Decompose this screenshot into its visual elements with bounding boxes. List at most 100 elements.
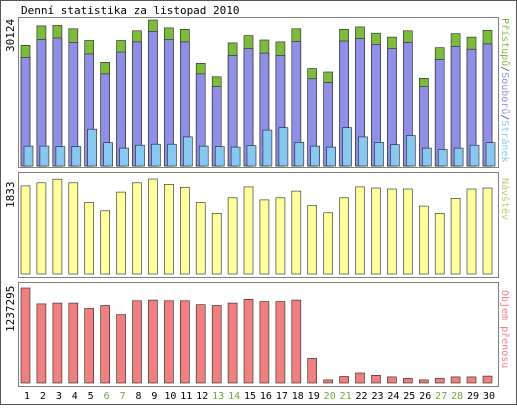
day-label: 18 — [292, 391, 304, 402]
day-label: 11 — [180, 391, 192, 402]
day-label: 24 — [387, 391, 399, 402]
volume-bar — [323, 379, 334, 384]
hits-bar-stranek — [214, 146, 225, 167]
hits-bar-stranek — [278, 127, 289, 167]
volume-bar — [84, 308, 94, 384]
visits-bar — [355, 186, 365, 275]
day-label: 6 — [104, 391, 110, 402]
volume-bar — [371, 374, 381, 384]
day-label: 14 — [228, 391, 240, 402]
hits-bar-stranek — [119, 147, 129, 167]
visits-bar — [275, 197, 286, 275]
day-label: 21 — [340, 391, 352, 402]
hits-bar-stranek — [310, 145, 321, 167]
visits-bar — [227, 197, 238, 275]
hits-bar-stranek — [374, 142, 384, 167]
visits-bar — [52, 178, 63, 275]
volume-bar — [291, 299, 302, 384]
visits-bar — [211, 213, 222, 275]
visits-bar — [434, 213, 445, 275]
volume-bar — [211, 305, 222, 384]
visits-bar — [307, 205, 318, 275]
day-labels: 1 2 3 4 5 6 7 8 9 10 11 12 13 14 15 16 17 18 19 20 21 22 23 24 2… — [24, 391, 495, 402]
day-label: 2 — [40, 391, 46, 402]
hits-bar-stranek — [55, 146, 66, 167]
day-label: 15 — [244, 391, 256, 402]
visits-bar — [402, 188, 413, 275]
hits-legend: Přístupů/Souborů/Stránek — [499, 18, 511, 163]
day-label: 22 — [355, 391, 367, 402]
hits-bar-stranek — [103, 142, 113, 167]
day-label: 23 — [371, 391, 383, 402]
day-label: 8 — [135, 391, 141, 402]
hits-bar-stranek — [342, 127, 352, 167]
day-label: 25 — [403, 391, 415, 402]
visits-bar — [371, 187, 381, 275]
hits-bar-stranek — [453, 147, 464, 167]
hits-bar-stranek — [167, 143, 177, 167]
visits-bar — [291, 190, 302, 275]
hits-bar-stranek — [151, 143, 161, 167]
visits-bar — [482, 187, 493, 275]
volume-bar — [418, 379, 429, 384]
visits-bar — [323, 212, 334, 275]
visits-bar — [100, 210, 110, 275]
volume-bar — [148, 299, 158, 384]
volume-bar — [259, 301, 270, 384]
hits-bar-stranek — [358, 136, 368, 167]
legend-separator: / — [499, 66, 510, 72]
visits-bar — [36, 182, 47, 275]
day-label: 29 — [467, 391, 479, 402]
day-label: 27 — [435, 391, 447, 402]
volume-bar — [68, 302, 79, 384]
hits-bar-stranek — [294, 142, 305, 167]
visits-bar — [339, 197, 349, 275]
hits-bar-stranek — [23, 145, 34, 167]
volume-ymax-label: 1237295 — [4, 286, 17, 332]
visits-bar — [387, 188, 397, 275]
visits-bar — [180, 187, 190, 275]
visits-bar — [116, 191, 126, 275]
volume-bar — [20, 287, 31, 384]
visits-bar — [164, 184, 174, 275]
hits-bar-stranek — [230, 146, 241, 167]
volume-bar — [227, 302, 238, 384]
volume-bar — [116, 314, 126, 384]
chart-title: Denní statistika za listopad 2010 — [21, 4, 240, 17]
visits-bar — [84, 202, 94, 275]
visits-bar — [148, 178, 158, 275]
visits-legend: Návštěv — [499, 178, 511, 220]
volume-bar — [180, 300, 190, 384]
hits-bar-stranek — [87, 128, 97, 167]
volume-bar — [482, 375, 493, 384]
visits-bar — [195, 202, 206, 275]
hits-bar-stranek — [39, 145, 50, 167]
volume-bar — [387, 376, 397, 384]
hits-bar-stranek — [405, 135, 416, 167]
volume-legend: Objem přenosu — [499, 290, 511, 368]
volume-bar — [100, 305, 110, 384]
volume-bar — [243, 298, 254, 384]
legend-souboru: Souborů — [499, 72, 511, 114]
volume-bar — [36, 303, 47, 384]
day-label: 9 — [151, 391, 157, 402]
day-label: 19 — [308, 391, 320, 402]
hits-panel — [18, 17, 499, 168]
day-label: 28 — [451, 391, 463, 402]
hits-bar-stranek — [135, 144, 145, 167]
legend-pristupu: Přístupů — [499, 18, 511, 66]
hits-bar-stranek — [183, 136, 193, 167]
hits-bar-stranek — [71, 146, 82, 167]
hits-bar-stranek — [390, 144, 400, 167]
volume-bar — [339, 376, 349, 384]
hits-bar-stranek — [262, 129, 273, 167]
hits-bar-stranek — [485, 142, 496, 167]
hits-bar-stranek — [326, 146, 337, 167]
volume-bar — [132, 300, 142, 384]
volume-bar — [355, 372, 365, 384]
day-label: 30 — [483, 391, 495, 402]
volume-bar — [402, 378, 413, 384]
volume-bar — [450, 376, 461, 384]
bars-layer — [20, 19, 496, 384]
